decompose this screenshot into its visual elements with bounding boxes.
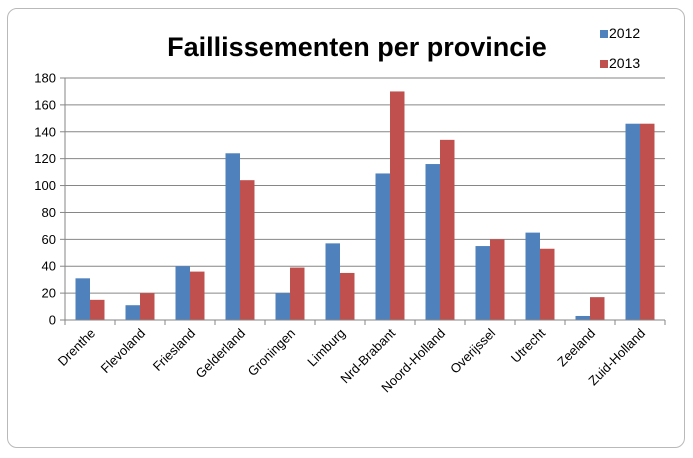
y-tick-labels: 0 20 40 60 80 100 120 140 160 180 xyxy=(34,71,56,328)
bar-2012-noord-holland xyxy=(425,164,440,320)
x-tick-label: Utrecht xyxy=(508,325,549,366)
bar-2012-friesland xyxy=(175,266,190,320)
bar-2012-drenthe xyxy=(75,278,90,320)
bar-2012-zuid-holland xyxy=(625,123,640,320)
bars xyxy=(75,91,655,320)
legend-label-2012: 2012 xyxy=(609,25,640,41)
legend-swatch-2012 xyxy=(600,30,608,38)
chart-frame xyxy=(7,8,685,448)
y-tick-label: 40 xyxy=(42,259,56,274)
bar-2012-zeeland xyxy=(575,315,590,320)
x-tick-label: Overijssel xyxy=(447,325,498,376)
bar-2012-nrd-brabant xyxy=(375,173,390,320)
bar-2012-gelderland xyxy=(225,153,240,320)
y-tick-label: 180 xyxy=(34,71,56,86)
bar-2013-groningen xyxy=(290,267,305,320)
bar-2013-drenthe xyxy=(90,299,105,320)
bar-2013-gelderland xyxy=(240,180,255,320)
legend-swatch-2013 xyxy=(600,60,608,68)
x-tick-label: Gelderland xyxy=(193,326,249,382)
bar-2012-utrecht xyxy=(525,232,540,320)
bar-2013-overijssel xyxy=(490,239,505,320)
x-tick-labels: Drenthe Flevoland FrieslandGelderlandGroni… xyxy=(55,325,648,395)
x-tick-label: Friesland xyxy=(150,326,198,374)
x-tick-label: Flevoland xyxy=(98,326,148,376)
bar-2013-utrecht xyxy=(540,248,555,320)
legend-label-2013: 2013 xyxy=(609,55,640,71)
bar-2012-groningen xyxy=(275,293,290,320)
x-tick-label: Zeeland xyxy=(554,326,598,370)
y-tick-label: 80 xyxy=(42,205,56,220)
y-tick-label: 0 xyxy=(49,313,56,328)
bar-2013-zeeland xyxy=(590,297,605,320)
bar-2012-overijssel xyxy=(475,246,490,320)
bar-2013-limburg xyxy=(340,272,355,320)
bar-2013-noord-holland xyxy=(440,139,455,320)
legend: 2012 2013 xyxy=(600,25,640,71)
x-tick-label: Drenthe xyxy=(55,326,98,369)
y-tick-label: 120 xyxy=(34,151,56,166)
chart-title: Faillissementen per provincie xyxy=(167,32,547,62)
gridlines xyxy=(60,77,666,325)
bar-2012-flevoland xyxy=(125,305,140,320)
bar-2013-zuid-holland xyxy=(640,123,655,320)
y-tick-label: 160 xyxy=(34,97,56,112)
bar-2013-flevoland xyxy=(140,293,155,320)
bar-2012-limburg xyxy=(325,243,340,320)
x-tick-label: Limburg xyxy=(304,326,348,370)
y-tick-label: 20 xyxy=(42,286,56,301)
y-tick-label: 140 xyxy=(34,124,56,139)
y-tick-label: 100 xyxy=(34,178,56,193)
x-tick-label: Groningen xyxy=(245,326,299,380)
y-tick-label: 60 xyxy=(42,232,56,247)
bar-2013-friesland xyxy=(190,271,205,320)
bar-2013-nrd-brabant xyxy=(390,91,405,320)
